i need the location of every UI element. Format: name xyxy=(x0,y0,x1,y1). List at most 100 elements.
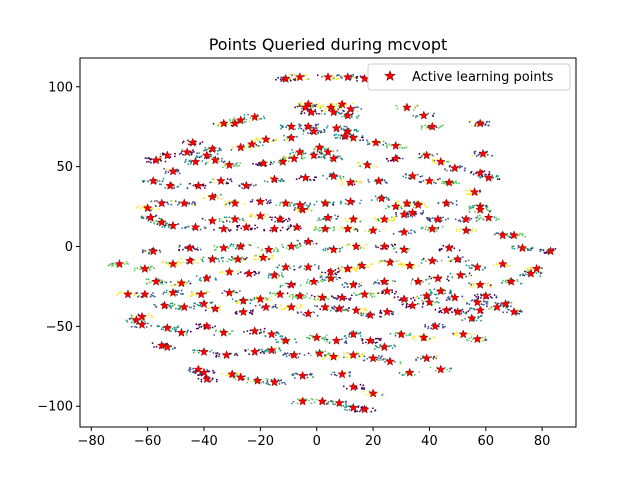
background-point xyxy=(177,261,180,263)
background-point xyxy=(539,250,542,253)
background-point xyxy=(379,311,382,314)
background-point xyxy=(433,219,436,222)
active-learning-point xyxy=(359,289,370,299)
background-point xyxy=(343,309,346,311)
background-point xyxy=(272,139,275,142)
background-point xyxy=(245,256,248,259)
background-point xyxy=(165,291,168,294)
background-point xyxy=(359,139,361,142)
background-point xyxy=(380,358,383,361)
background-point xyxy=(420,357,422,360)
background-point xyxy=(265,297,268,299)
background-point xyxy=(228,200,230,202)
background-point xyxy=(413,373,416,376)
background-point xyxy=(185,226,188,228)
background-point xyxy=(311,376,314,379)
background-point xyxy=(191,204,194,207)
background-point xyxy=(477,317,479,320)
active-learning-point xyxy=(207,143,218,154)
background-point xyxy=(234,164,237,167)
background-point xyxy=(397,296,399,298)
background-point xyxy=(133,269,136,272)
active-learning-point xyxy=(145,212,156,222)
background-point xyxy=(495,216,498,219)
background-point xyxy=(248,311,251,314)
background-point xyxy=(342,385,345,388)
background-point xyxy=(222,260,224,263)
background-point xyxy=(428,126,430,129)
background-point xyxy=(484,301,487,303)
background-point xyxy=(516,234,519,237)
active-learning-point xyxy=(385,257,395,267)
legend-star-icon xyxy=(384,69,396,81)
background-point xyxy=(149,221,152,224)
background-point xyxy=(256,139,259,142)
background-point xyxy=(260,118,263,120)
background-point xyxy=(264,215,266,218)
background-point xyxy=(325,126,328,129)
background-point xyxy=(424,228,427,231)
background-point xyxy=(332,204,335,206)
background-point xyxy=(360,284,362,287)
background-point xyxy=(252,297,255,300)
background-point xyxy=(487,282,489,285)
background-point xyxy=(239,162,242,165)
background-point xyxy=(230,259,233,261)
background-point xyxy=(210,379,213,381)
background-point xyxy=(215,258,218,260)
background-point xyxy=(358,283,361,285)
background-point xyxy=(407,232,410,235)
background-point xyxy=(528,270,530,273)
active-learning-point xyxy=(297,396,308,406)
background-point xyxy=(292,400,295,403)
active-learning-point xyxy=(249,346,260,357)
background-point xyxy=(255,163,257,166)
background-point xyxy=(395,331,398,334)
background-point xyxy=(333,371,336,374)
background-point xyxy=(190,291,193,294)
background-point xyxy=(366,265,369,267)
active-learning-point xyxy=(461,214,471,224)
background-point xyxy=(317,281,320,283)
background-point xyxy=(134,291,136,294)
background-point xyxy=(507,300,509,303)
active-learning-point xyxy=(182,147,192,157)
background-point xyxy=(225,218,228,221)
background-point xyxy=(420,180,423,183)
background-point xyxy=(289,225,292,228)
background-point xyxy=(267,350,269,353)
background-point xyxy=(458,335,461,337)
background-point xyxy=(444,218,447,221)
background-point xyxy=(163,291,166,293)
background-point xyxy=(276,266,278,269)
background-point xyxy=(464,260,467,262)
background-point xyxy=(369,292,372,295)
background-point xyxy=(356,387,358,390)
background-point xyxy=(214,277,217,279)
background-point xyxy=(321,280,324,283)
background-point xyxy=(251,299,253,302)
background-point xyxy=(279,349,282,352)
active-learning-point xyxy=(266,329,277,339)
background-point xyxy=(312,178,315,181)
background-point xyxy=(267,217,269,220)
background-point xyxy=(256,114,259,116)
background-point xyxy=(429,337,431,340)
background-point xyxy=(193,307,195,310)
background-point xyxy=(259,141,262,144)
background-point xyxy=(437,202,440,204)
background-point xyxy=(268,297,271,299)
background-point xyxy=(421,201,424,204)
background-point xyxy=(478,316,480,318)
background-point xyxy=(424,204,426,207)
background-point xyxy=(475,172,478,175)
background-point xyxy=(224,273,227,275)
background-point xyxy=(173,305,176,307)
background-point xyxy=(154,304,156,306)
background-point xyxy=(484,124,486,126)
background-point xyxy=(517,247,519,249)
background-point xyxy=(374,244,377,247)
background-point xyxy=(373,295,376,298)
background-point xyxy=(308,297,311,299)
background-point xyxy=(376,219,378,222)
